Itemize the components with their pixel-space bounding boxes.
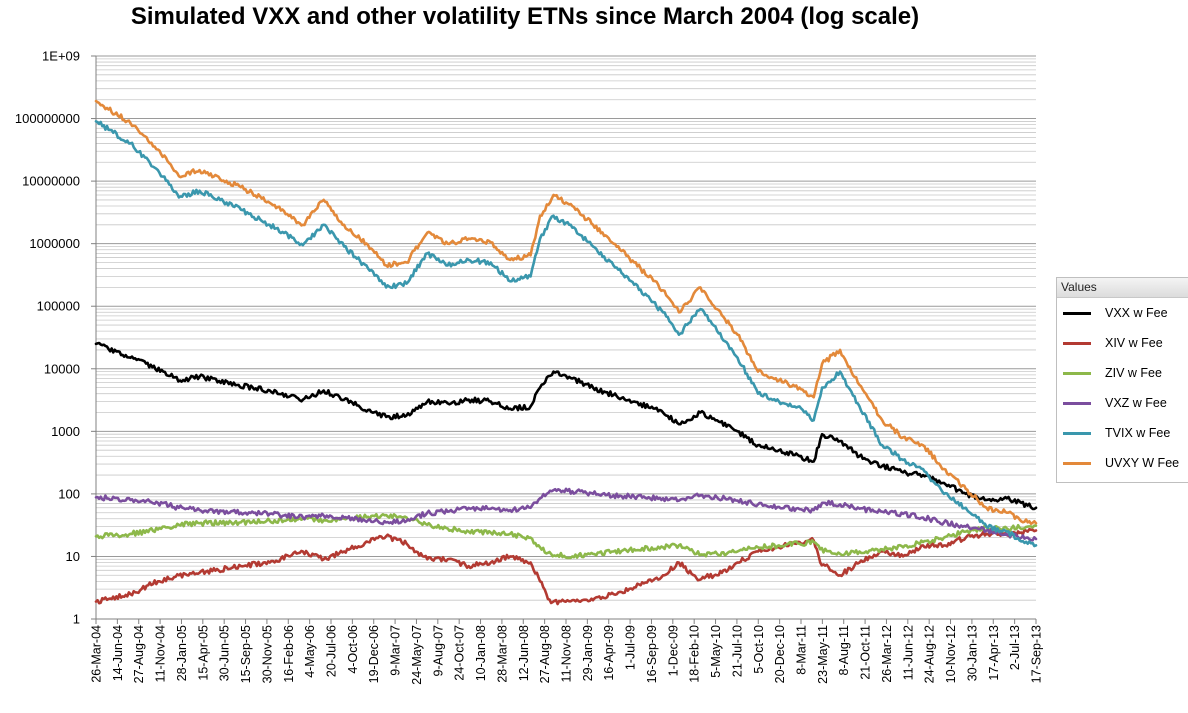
legend-label: ZIV w Fee [1105,366,1162,380]
x-tick-label: 24-May-07 [410,625,424,685]
series-line-vxz-w-fee [94,487,1038,542]
legend-item: TVIX w Fee [1063,423,1170,443]
legend-swatch [1063,401,1091,405]
legend-swatch [1063,461,1091,465]
chart-title: Simulated VXX and other volatility ETNs … [130,3,920,30]
x-tick-label: 26-Mar-04 [90,625,104,683]
x-tick-label: 30-Jan-13 [965,625,979,681]
x-tick-label: 9-Aug-07 [431,625,445,676]
y-tick-label: 100 [58,486,80,501]
legend-item: ZIV w Fee [1063,363,1162,383]
x-tick-label: 2-Jul-13 [1008,625,1022,670]
legend-label: VXX w Fee [1105,306,1168,320]
x-tick-label: 27-Aug-08 [538,625,552,683]
legend-swatch [1063,311,1091,315]
x-tick-label: 16-Feb-06 [282,625,296,683]
x-tick-label: 30-Jun-05 [218,625,232,681]
series-line-uvxy-w-fee [94,99,1038,525]
series-line-tvix-w-fee [94,120,1038,548]
x-tick-label: 18-Feb-10 [688,625,702,683]
series-line-vxx-w-fee [94,341,1038,511]
x-tick-label: 10-Jan-08 [474,625,488,681]
grid-layer [96,55,1036,620]
x-tick-label: 14-Jun-04 [111,625,125,681]
x-tick-label: 16-Apr-09 [602,625,616,681]
x-tick-label: 15-Sep-05 [239,625,253,683]
y-tick-label: 10000000 [22,174,80,189]
x-tick-label: 17-Sep-13 [1030,625,1044,683]
legend-item: XIV w Fee [1063,333,1163,353]
x-tick-label: 11-Nov-08 [560,625,574,682]
x-tick-label: 19-Dec-06 [367,625,381,683]
x-tick-label: 10-Nov-12 [944,625,958,683]
x-tick-label: 17-Apr-13 [987,625,1001,681]
legend-item: UVXY W Fee [1063,453,1179,473]
x-tick-label: 27-Aug-04 [132,625,146,683]
x-tick-label: 21-Jul-10 [730,625,744,677]
x-tick-label: 8-Mar-11 [795,625,809,675]
x-tick-label: 12-Jun-08 [517,625,531,681]
x-tick-label: 5-Oct-10 [752,625,766,674]
x-tick-label: 20-Dec-10 [773,625,787,683]
legend-swatch [1063,371,1091,375]
y-tick-label: 10 [66,549,80,564]
x-tick-label: 1-Jul-09 [624,625,638,670]
series-layer [94,99,1038,606]
legend-swatch [1063,341,1091,345]
series-line-ziv-w-fee [94,512,1038,560]
x-tick-label: 4-May-06 [303,625,317,678]
y-tick-label: 100000 [37,299,80,314]
legend-label: TVIX w Fee [1105,426,1171,440]
legend-label: XIV w Fee [1105,336,1163,350]
x-tick-label: 1-Dec-09 [666,625,680,676]
series-line-xiv-w-fee [94,528,1038,606]
x-tick-label: 11-Jun-12 [901,625,915,680]
x-tick-label: 8-Aug-11 [837,625,851,676]
x-tick-label: 23-May-11 [816,625,830,684]
y-tick-label: 100000000 [15,111,80,126]
legend-swatch [1063,431,1091,435]
x-tick-label: 26-Mar-12 [880,625,894,683]
x-tick-label: 28-Mar-08 [495,625,509,683]
axis-layer: 1 10 100 1000 10000 100000 1000000 10000000 1000… [15,49,1044,685]
legend-header[interactable]: Values [1057,278,1188,298]
legend-label: VXZ w Fee [1105,396,1167,410]
x-tick-label: 24-Oct-07 [453,625,467,681]
y-tick-label: 1 [73,612,80,627]
y-tick-label: 10000 [44,361,80,376]
legend-item: VXX w Fee [1063,303,1168,323]
y-tick-label: 1E+09 [42,49,80,64]
x-tick-label: 24-Aug-12 [923,625,937,683]
x-tick-label: 11-Nov-04 [154,625,168,682]
y-tick-label: 1000000 [29,236,80,251]
legend: Values VXX w Fee XIV w Fee ZIV w Fee VXZ w … [1056,277,1188,483]
x-tick-label: 15-Apr-05 [196,625,210,681]
x-tick-label: 28-Jan-05 [175,625,189,681]
legend-label: UVXY W Fee [1105,456,1180,470]
x-tick-label: 30-Nov-05 [260,625,274,683]
x-tick-label: 21-Oct-11 [859,625,873,680]
x-tick-label: 9-Mar-07 [389,625,403,676]
y-tick-label: 1000 [51,424,80,439]
x-tick-label: 20-Jul-06 [325,625,339,677]
x-tick-label: 16-Sep-09 [645,625,659,683]
legend-item: VXZ w Fee [1063,393,1167,413]
x-tick-label: 29-Jan-09 [581,625,595,681]
x-tick-label: 4-Oct-06 [346,625,360,674]
x-tick-label: 5-May-10 [709,625,723,678]
